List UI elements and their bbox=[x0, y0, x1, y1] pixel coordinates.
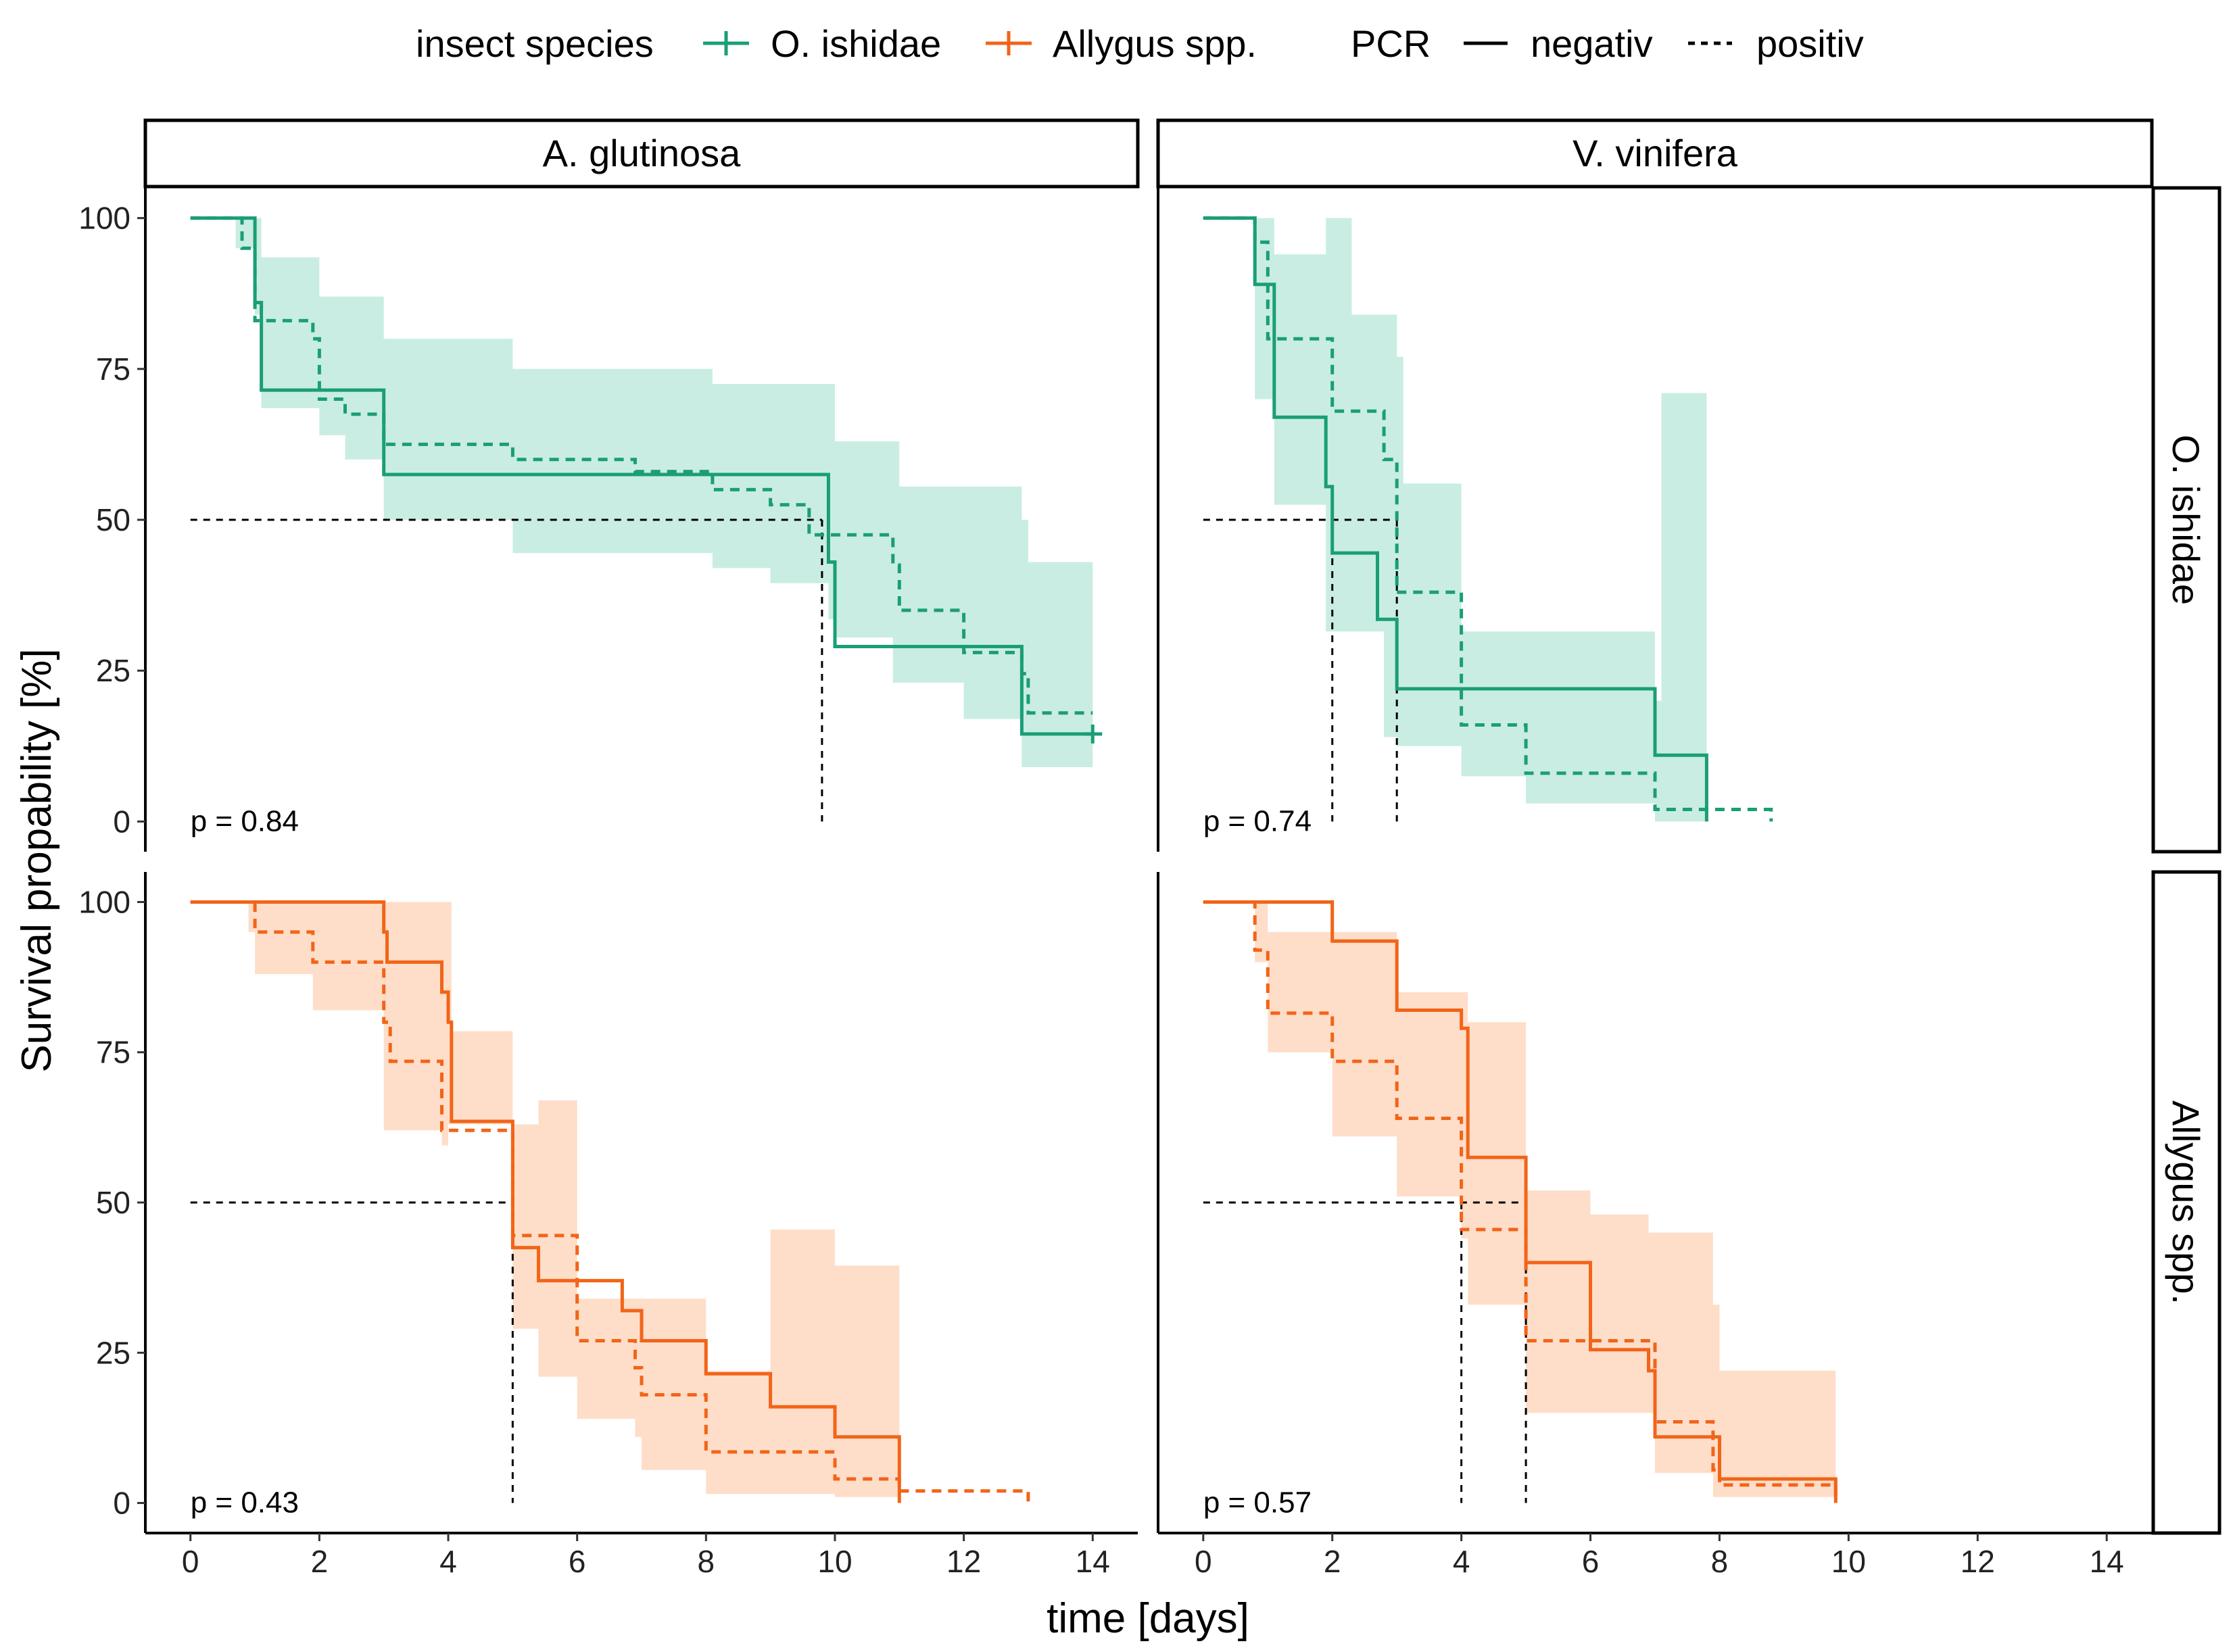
column-strip-right: V. vinifera bbox=[1156, 118, 2154, 189]
y-tick-label: 0 bbox=[113, 1486, 130, 1521]
strip-label-v-vinifera: V. vinifera bbox=[1572, 132, 1738, 174]
x-tick-label: 2 bbox=[1324, 1544, 1341, 1579]
p-value-label: p = 0.84 bbox=[191, 804, 299, 837]
x-tick-label: 10 bbox=[1831, 1544, 1866, 1579]
legend-pcr-negativ: negativ bbox=[1531, 22, 1653, 65]
survival-curve-positiv bbox=[1203, 900, 1838, 1503]
survival-curve-positiv bbox=[190, 216, 1093, 715]
x-tick-label: 14 bbox=[2090, 1544, 2124, 1579]
x-tick-label: 12 bbox=[946, 1544, 981, 1579]
panel-allygus-vinifera: 0 2 4 6 8 10 12 14 p = 0.57 bbox=[1157, 872, 2152, 1579]
x-tick-label: 2 bbox=[311, 1544, 329, 1579]
panel-ishidae-glutinosa: 0 25 50 75 100 p = 0.84 bbox=[78, 188, 1103, 852]
x-tick-label: 10 bbox=[817, 1544, 852, 1579]
y-tick-label: 50 bbox=[96, 502, 130, 537]
x-axis-title: time [days] bbox=[1047, 1595, 1249, 1642]
legend-species-allygus: Allygus spp. bbox=[1053, 22, 1257, 65]
y-tick-label: 75 bbox=[96, 1035, 130, 1070]
y-axis-title: Survival propability [%] bbox=[14, 648, 60, 1072]
strip-label-a-glutinosa: A. glutinosa bbox=[543, 132, 741, 174]
panel-ishidae-vinifera: p = 0.74 bbox=[1157, 188, 1773, 852]
y-tick-label: 100 bbox=[78, 201, 130, 236]
survival-curve-positiv bbox=[190, 900, 1030, 1503]
survival-curve-negativ bbox=[190, 216, 1093, 736]
column-strip-left: A. glutinosa bbox=[143, 118, 1140, 189]
strip-label-o-ishidae: O. ishidae bbox=[2165, 435, 2207, 605]
y-tick-label: 100 bbox=[78, 884, 130, 919]
x-tick-label: 6 bbox=[1582, 1544, 1600, 1579]
x-tick-label: 12 bbox=[1961, 1544, 1995, 1579]
survival-curve-positiv bbox=[1203, 216, 1773, 822]
x-tick-label: 0 bbox=[182, 1544, 199, 1579]
y-tick-label: 0 bbox=[113, 804, 130, 839]
y-tick-label: 25 bbox=[96, 653, 130, 688]
p-value-label: p = 0.57 bbox=[1203, 1486, 1312, 1520]
x-tick-label: 4 bbox=[439, 1544, 457, 1579]
p-value-label: p = 0.74 bbox=[1203, 804, 1312, 837]
x-tick-label: 14 bbox=[1076, 1544, 1110, 1579]
ci-band bbox=[235, 218, 1093, 768]
y-tick-label: 75 bbox=[96, 351, 130, 387]
survival-curve-negativ bbox=[190, 900, 901, 1503]
x-tick-label: 0 bbox=[1195, 1544, 1212, 1579]
x-tick-label: 8 bbox=[1711, 1544, 1729, 1579]
x-tick-label: 8 bbox=[698, 1544, 715, 1579]
y-tick-label: 25 bbox=[96, 1335, 130, 1370]
row-strip-bottom: Allygus spp. bbox=[2151, 870, 2222, 1535]
row-strip-top: O. ishidae bbox=[2151, 186, 2222, 854]
survival-curve-negativ bbox=[1203, 900, 1838, 1503]
legend-pcr-title: PCR bbox=[1351, 22, 1431, 65]
ci-band bbox=[1255, 218, 1707, 822]
legend: insect species O. ishidae Allygus spp. P… bbox=[416, 22, 1864, 65]
legend-pcr-positiv: positiv bbox=[1756, 22, 1864, 65]
panel-allygus-glutinosa: 0 25 50 75 100 0 2 4 6 8 10 12 14 p = 0.43 bbox=[78, 872, 1138, 1579]
survival-curve-negativ bbox=[1203, 216, 1708, 822]
y-tick-label: 50 bbox=[96, 1185, 130, 1220]
ci-band bbox=[248, 902, 900, 1497]
legend-species-title: insect species bbox=[416, 22, 654, 65]
legend-species-ishidae: O. ishidae bbox=[771, 22, 941, 65]
x-tick-label: 4 bbox=[1453, 1544, 1470, 1579]
x-tick-label: 6 bbox=[569, 1544, 586, 1579]
ci-band bbox=[1255, 902, 1836, 1497]
p-value-label: p = 0.43 bbox=[191, 1486, 299, 1520]
strip-label-allygus: Allygus spp. bbox=[2165, 1100, 2207, 1305]
